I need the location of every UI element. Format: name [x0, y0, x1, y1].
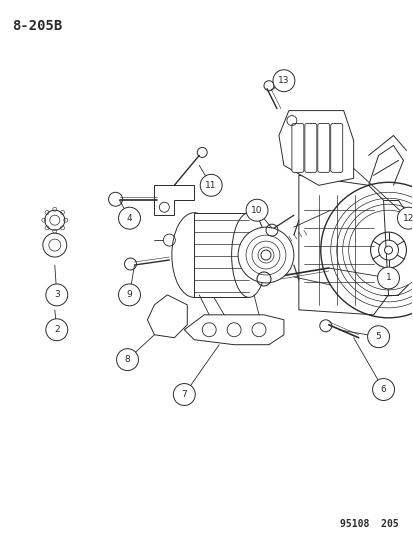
Circle shape — [245, 235, 285, 275]
Ellipse shape — [171, 213, 216, 297]
Circle shape — [272, 70, 294, 92]
Circle shape — [46, 319, 68, 341]
Circle shape — [200, 174, 222, 196]
Polygon shape — [298, 175, 387, 315]
Circle shape — [260, 250, 271, 260]
Circle shape — [237, 227, 293, 283]
Circle shape — [396, 207, 413, 229]
Text: 13: 13 — [278, 76, 289, 85]
Circle shape — [46, 284, 68, 306]
Circle shape — [384, 246, 392, 254]
Text: 5: 5 — [375, 332, 380, 341]
Text: 8: 8 — [124, 355, 130, 364]
Circle shape — [245, 199, 267, 221]
Polygon shape — [147, 295, 187, 338]
Circle shape — [377, 267, 399, 289]
Text: 95108  205: 95108 205 — [339, 519, 398, 529]
Text: 1: 1 — [385, 273, 390, 282]
Polygon shape — [154, 185, 194, 215]
Text: 10: 10 — [251, 206, 262, 215]
Circle shape — [257, 247, 273, 263]
Text: 12: 12 — [402, 214, 413, 223]
Text: 4: 4 — [126, 214, 132, 223]
Circle shape — [116, 349, 138, 370]
Polygon shape — [194, 213, 249, 297]
FancyBboxPatch shape — [317, 124, 329, 172]
Circle shape — [252, 241, 279, 269]
Circle shape — [372, 378, 394, 400]
Polygon shape — [184, 315, 283, 345]
Circle shape — [118, 207, 140, 229]
Circle shape — [367, 326, 389, 348]
Text: 3: 3 — [54, 290, 59, 300]
Text: 9: 9 — [126, 290, 132, 300]
Text: 6: 6 — [380, 385, 385, 394]
Text: 2: 2 — [54, 325, 59, 334]
Circle shape — [173, 384, 195, 406]
FancyBboxPatch shape — [304, 124, 316, 172]
FancyBboxPatch shape — [330, 124, 342, 172]
Polygon shape — [278, 110, 353, 185]
Text: 7: 7 — [181, 390, 187, 399]
Circle shape — [118, 284, 140, 306]
Text: 8-205B: 8-205B — [12, 19, 62, 33]
FancyBboxPatch shape — [291, 124, 303, 172]
Text: 11: 11 — [205, 181, 216, 190]
Ellipse shape — [231, 213, 266, 297]
